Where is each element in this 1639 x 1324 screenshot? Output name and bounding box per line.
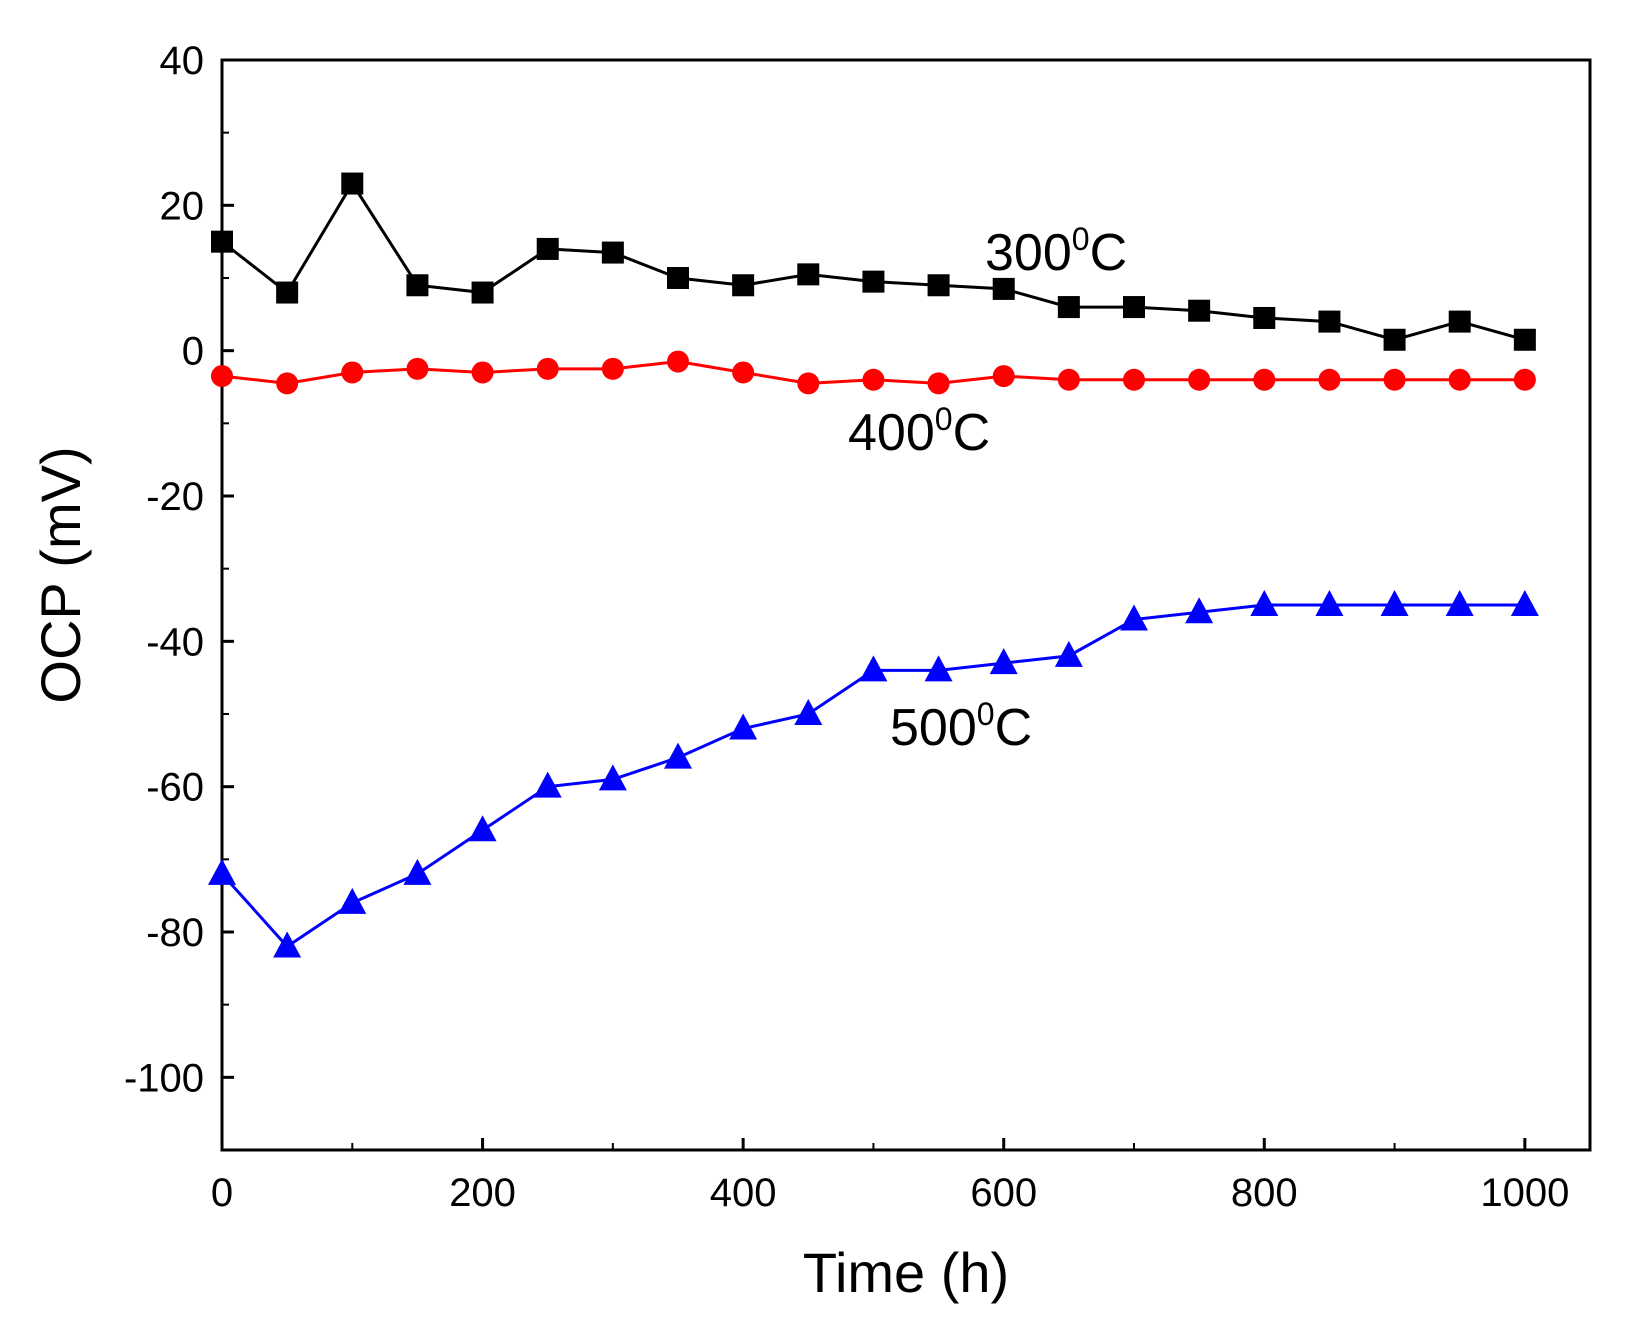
data-point-series-0 [862,270,885,293]
data-point-series-2 [859,655,888,682]
plot-frame [220,58,1592,1152]
data-point-series-1 [471,361,494,384]
data-point-series-2 [208,858,236,885]
data-point-series-2 [924,655,953,682]
data-point-series-2 [1380,590,1409,616]
data-point-series-0 [1057,296,1080,319]
data-point-series-2 [1250,590,1279,616]
data-point-series-1 [1123,368,1145,391]
data-point-series-0 [1383,328,1406,351]
x-tick-label: 0 [211,1171,233,1215]
data-point-series-2 [468,815,497,842]
y-tick-label: 0 [182,330,204,374]
data-point-series-2 [1315,590,1344,616]
x-tick-label: 200 [449,1171,516,1215]
data-point-series-2 [729,713,758,740]
data-point-series-2 [989,648,1018,675]
data-point-series-1 [1513,368,1536,391]
x-axis: 0 200 400 600 800 1000 [211,1138,1569,1215]
x-tick-label: 600 [970,1171,1037,1215]
data-point-series-0 [341,172,364,195]
data-point-series-0 [211,230,233,253]
data-point-series-2 [1120,604,1148,631]
y-tick-label: -100 [124,1056,204,1100]
data-point-series-2 [1445,590,1474,616]
data-point-series-2 [338,887,367,914]
data-point-series-2 [533,771,562,798]
y-tick-label: 40 [160,39,205,83]
series-label-400c: 4000C [848,401,990,462]
data-point-series-0 [1448,310,1471,333]
y-tick-label: 20 [160,184,205,228]
data-point-series-0 [1188,299,1211,322]
data-point-series-0 [1123,296,1145,319]
data-point-series-0 [927,274,950,297]
data-point-series-1 [1448,368,1471,391]
y-tick-label: -20 [146,475,204,519]
data-point-series-2 [403,858,432,885]
data-point-series-2 [1510,590,1539,616]
data-point-series-1 [536,357,559,380]
data-point-series-1 [276,372,299,395]
data-point-series-2 [794,699,823,725]
x-tick-label: 1000 [1480,1171,1569,1215]
data-point-series-0 [1513,328,1536,351]
series-label-300c: 3000C [985,221,1127,282]
data-point-series-1 [732,361,755,384]
data-point-series-1 [406,357,429,380]
y-axis-title: OCP (mV) [29,446,92,703]
data-point-series-1 [862,368,885,391]
series-markers [208,172,1539,958]
data-point-series-2 [1185,597,1214,624]
data-point-series-1 [992,365,1015,388]
data-point-series-1 [797,372,820,395]
data-point-series-1 [667,350,689,373]
data-point-series-2 [664,742,692,769]
data-point-series-0 [1253,306,1276,329]
data-point-series-0 [536,237,559,260]
data-point-series-1 [1253,368,1276,391]
data-point-series-1 [927,372,950,395]
data-point-series-1 [1188,368,1211,391]
data-point-series-0 [797,263,820,286]
data-point-series-1 [1383,368,1406,391]
data-point-series-1 [1318,368,1341,391]
data-point-series-0 [667,267,689,289]
x-axis-title: Time (h) [803,1241,1009,1304]
y-tick-label: -80 [146,911,204,955]
data-point-series-0 [471,281,494,304]
data-point-series-0 [276,281,299,304]
series-label-500c: 5000C [890,696,1032,757]
data-point-series-0 [406,274,429,297]
data-point-series-1 [1057,368,1080,391]
data-point-series-0 [992,277,1015,300]
data-point-series-1 [341,361,364,384]
y-axis: 40 20 0 -20 -40 -60 -80 -100 [124,39,234,1100]
data-point-series-0 [601,241,624,264]
data-point-series-1 [211,365,233,388]
y-tick-label: -60 [146,766,204,810]
data-point-series-2 [598,764,627,791]
series-lines [220,180,1526,949]
y-tick-label: -40 [146,620,204,664]
data-point-series-0 [732,274,755,297]
data-point-series-2 [1054,640,1083,667]
data-point-series-2 [273,931,302,958]
x-tick-label: 800 [1231,1171,1298,1215]
data-point-series-1 [601,357,624,380]
x-tick-label: 400 [710,1171,777,1215]
data-point-series-0 [1318,310,1341,333]
